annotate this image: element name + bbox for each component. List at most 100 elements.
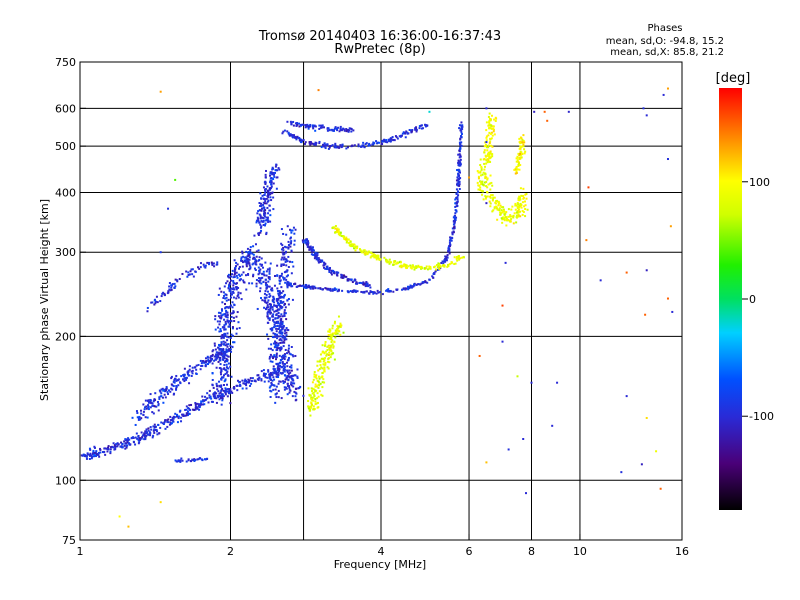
data-point <box>226 390 229 393</box>
data-point <box>266 313 269 316</box>
data-point <box>355 245 358 248</box>
data-point <box>317 287 320 290</box>
data-point <box>280 397 283 400</box>
data-point <box>242 261 245 264</box>
data-point <box>284 281 287 284</box>
data-point <box>103 447 106 450</box>
data-point <box>117 443 120 446</box>
data-point <box>216 263 219 266</box>
data-point <box>493 118 496 121</box>
data-point <box>77 456 79 458</box>
data-point <box>235 327 238 330</box>
data-point <box>388 290 391 293</box>
data-point <box>488 142 491 145</box>
data-point <box>242 271 245 274</box>
data-point <box>312 391 315 394</box>
data-point <box>309 248 312 251</box>
data-point <box>460 141 463 144</box>
data-point <box>95 450 98 453</box>
data-point <box>173 379 176 382</box>
noise-point <box>585 239 588 242</box>
data-point <box>221 314 224 317</box>
data-point <box>225 335 228 338</box>
data-point <box>362 283 365 286</box>
data-point <box>452 223 455 226</box>
data-point <box>309 140 312 143</box>
data-point <box>337 229 340 232</box>
data-point <box>265 231 268 234</box>
data-point <box>116 442 119 445</box>
data-point <box>289 245 292 248</box>
data-point <box>212 395 215 398</box>
data-point <box>277 327 280 330</box>
data-point <box>160 295 163 298</box>
data-point <box>520 152 523 155</box>
data-point <box>244 378 247 381</box>
data-point <box>259 279 262 282</box>
data-point <box>290 374 293 377</box>
data-point <box>270 183 273 186</box>
data-point <box>319 287 322 290</box>
data-point <box>163 292 166 295</box>
data-point <box>239 278 242 281</box>
data-point <box>486 177 489 180</box>
data-point <box>322 357 325 360</box>
data-point <box>451 232 454 235</box>
data-point <box>337 271 340 274</box>
data-point <box>225 314 228 317</box>
x-axis-label: Frequency [MHz] <box>334 558 426 571</box>
data-point <box>90 457 93 460</box>
data-point <box>436 266 439 269</box>
data-point <box>487 134 490 137</box>
data-point <box>232 284 235 287</box>
data-point <box>260 282 263 285</box>
data-point <box>275 297 278 300</box>
data-point <box>163 421 166 424</box>
data-point <box>139 418 142 421</box>
data-point <box>154 300 157 303</box>
data-point <box>242 279 245 282</box>
data-point <box>483 181 486 184</box>
data-point <box>205 457 208 460</box>
data-point <box>334 332 337 335</box>
data-point <box>458 153 461 156</box>
data-point <box>336 325 339 328</box>
data-point <box>171 388 174 391</box>
data-point <box>278 354 281 357</box>
data-point <box>280 265 283 268</box>
data-point <box>192 275 195 278</box>
data-point <box>489 132 492 135</box>
data-point <box>151 301 154 304</box>
data-point <box>404 288 407 291</box>
data-point <box>387 260 390 263</box>
data-point <box>266 321 269 324</box>
data-point <box>275 310 278 313</box>
data-point <box>147 404 150 407</box>
data-point <box>257 277 260 280</box>
noise-point <box>669 225 672 228</box>
data-point <box>336 329 339 332</box>
data-point <box>293 243 296 246</box>
data-point <box>271 173 274 176</box>
data-point <box>329 144 332 147</box>
data-point <box>171 418 174 421</box>
data-point <box>457 161 460 164</box>
data-point <box>127 439 130 442</box>
data-point <box>265 202 268 205</box>
data-point <box>275 344 278 347</box>
data-point <box>221 326 224 329</box>
data-point <box>187 412 190 415</box>
data-point <box>484 165 487 168</box>
data-point <box>265 293 268 296</box>
data-point <box>174 285 177 288</box>
data-point <box>486 154 489 157</box>
data-point <box>489 152 492 155</box>
data-point <box>363 146 366 149</box>
data-point <box>286 225 289 228</box>
x-tick-label: 2 <box>227 545 234 558</box>
data-point <box>498 202 501 205</box>
data-point <box>337 145 340 148</box>
data-point <box>282 326 285 329</box>
data-point <box>225 349 228 352</box>
data-point <box>274 165 277 168</box>
